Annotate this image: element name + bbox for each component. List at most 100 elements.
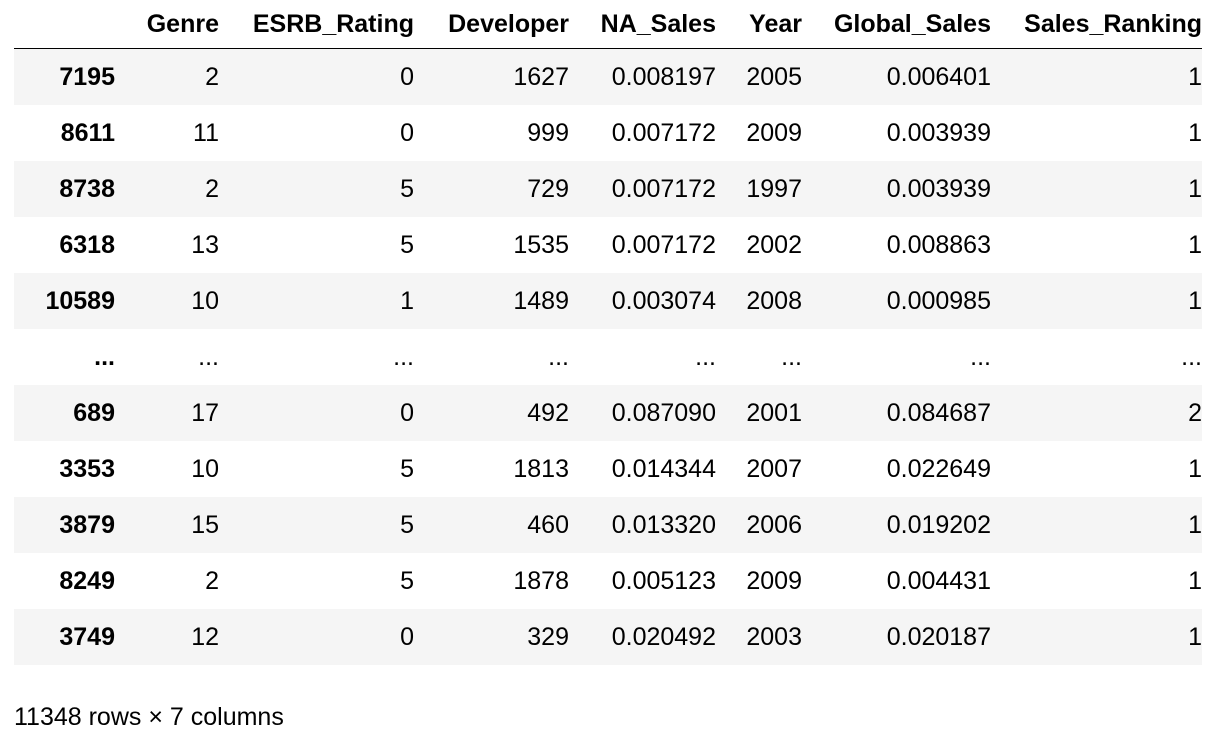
table-cell: 2 — [205, 566, 219, 595]
table-cell: 0.003939 — [886, 118, 991, 147]
header-row: Genre ESRB_Rating Developer NA_Sales Yea… — [14, 0, 1202, 49]
table-cell: 5 — [400, 230, 414, 259]
table-cell: ... — [198, 342, 219, 371]
table-row: 6318 13 5 1535 0.007172 2002 0.008863 1 — [14, 217, 1202, 273]
table-cell: ... — [393, 342, 414, 371]
table-cell: 329 — [527, 622, 569, 651]
table-cell: 2008 — [746, 286, 802, 315]
table-cell: 0.014344 — [611, 454, 716, 483]
table-cell: ... — [695, 342, 716, 371]
column-header-na-sales: NA_Sales — [569, 0, 716, 49]
table-cell: 2009 — [746, 118, 802, 147]
table-cell: 0.007172 — [611, 118, 716, 147]
table-cell: 15 — [191, 510, 219, 539]
column-header-developer: Developer — [414, 0, 569, 49]
row-index: 6318 — [59, 230, 115, 259]
table-cell: ... — [1181, 342, 1202, 371]
table-cell: 0.019202 — [886, 510, 991, 539]
table-cell: 0.008197 — [611, 62, 716, 91]
dataframe-output: Genre ESRB_Rating Developer NA_Sales Yea… — [14, 0, 1202, 665]
table-cell: 5 — [400, 454, 414, 483]
table-row: 7195 2 0 1627 0.008197 2005 0.006401 1 — [14, 48, 1202, 105]
table-cell: 2001 — [746, 398, 802, 427]
row-index: 8249 — [59, 566, 115, 595]
table-cell: 1 — [1188, 118, 1202, 147]
column-header-year: Year — [716, 0, 802, 49]
table-cell: 1 — [1188, 62, 1202, 91]
table-cell: 13 — [191, 230, 219, 259]
dataframe-shape-caption: 11348 rows × 7 columns — [14, 703, 284, 731]
table-cell: 1 — [1188, 622, 1202, 651]
column-header-genre: Genre — [115, 0, 219, 49]
table-cell: 460 — [527, 510, 569, 539]
table-cell: 1 — [1188, 286, 1202, 315]
table-cell: 0.005123 — [611, 566, 716, 595]
table-row: 689 17 0 492 0.087090 2001 0.084687 2 — [14, 385, 1202, 441]
table-cell: 17 — [191, 398, 219, 427]
table-cell: 2009 — [746, 566, 802, 595]
table-cell: 1 — [1188, 230, 1202, 259]
row-index: 8738 — [59, 174, 115, 203]
table-cell: 492 — [527, 398, 569, 427]
table-cell: 5 — [400, 510, 414, 539]
table-row: 8249 2 5 1878 0.005123 2009 0.004431 1 — [14, 553, 1202, 609]
table-cell: 0.087090 — [611, 398, 716, 427]
table-cell: 999 — [527, 118, 569, 147]
table-row: 8738 2 5 729 0.007172 1997 0.003939 1 — [14, 161, 1202, 217]
row-index: 3353 — [59, 454, 115, 483]
table-cell: 1535 — [513, 230, 569, 259]
table-cell: 1 — [1188, 174, 1202, 203]
table-cell: 2002 — [746, 230, 802, 259]
table-cell: 729 — [527, 174, 569, 203]
table-cell: 2 — [205, 62, 219, 91]
column-header-sales-ranking: Sales_Ranking — [991, 0, 1202, 49]
table-header: Genre ESRB_Rating Developer NA_Sales Yea… — [14, 0, 1202, 49]
table-cell: 0.008863 — [886, 230, 991, 259]
table-cell: 0.007172 — [611, 230, 716, 259]
table-row: 3749 12 0 329 0.020492 2003 0.020187 1 — [14, 609, 1202, 665]
table-cell: 2003 — [746, 622, 802, 651]
table-cell: 1489 — [513, 286, 569, 315]
table-cell: 2 — [1188, 398, 1202, 427]
table-cell: 0 — [400, 118, 414, 147]
table-cell: 2 — [205, 174, 219, 203]
table-row: 3353 10 5 1813 0.014344 2007 0.022649 1 — [14, 441, 1202, 497]
table-cell: 2006 — [746, 510, 802, 539]
table-cell: 2007 — [746, 454, 802, 483]
table-cell: 2005 — [746, 62, 802, 91]
table-cell: ... — [548, 342, 569, 371]
table-cell: 0 — [400, 398, 414, 427]
table-cell: 0 — [400, 622, 414, 651]
table-cell: 0 — [400, 62, 414, 91]
table-row: 8611 11 0 999 0.007172 2009 0.003939 1 — [14, 105, 1202, 161]
table-cell: 0.007172 — [611, 174, 716, 203]
table-cell: 1 — [1188, 510, 1202, 539]
table-cell: 0.006401 — [886, 62, 991, 91]
column-header-global-sales: Global_Sales — [802, 0, 991, 49]
table-cell: 10 — [191, 454, 219, 483]
dataframe-table: Genre ESRB_Rating Developer NA_Sales Yea… — [14, 0, 1202, 665]
row-index: 8611 — [60, 118, 115, 147]
table-cell: 1813 — [513, 454, 569, 483]
table-body: 7195 2 0 1627 0.008197 2005 0.006401 1 8611 11 0 99… — [14, 48, 1202, 665]
table-cell: 10 — [191, 286, 219, 315]
table-cell: ... — [781, 342, 802, 371]
table-cell: 0.004431 — [886, 566, 991, 595]
table-cell: 1627 — [513, 62, 569, 91]
table-cell: 1878 — [513, 566, 569, 595]
table-row: 10589 10 1 1489 0.003074 2008 0.000985 1 — [14, 273, 1202, 329]
table-cell: 0.000985 — [886, 286, 991, 315]
table-row: 3879 15 5 460 0.013320 2006 0.019202 1 — [14, 497, 1202, 553]
table-cell: 1 — [1188, 566, 1202, 595]
table-cell: ... — [970, 342, 991, 371]
ellipsis-row: ........................ — [14, 329, 1202, 385]
row-index: 3879 — [59, 510, 115, 539]
table-cell: 5 — [400, 566, 414, 595]
row-index: 7195 — [59, 62, 115, 91]
table-cell: 5 — [400, 174, 414, 203]
table-cell: 0.020187 — [886, 622, 991, 651]
table-cell: 11 — [193, 118, 219, 147]
table-cell: 0.020492 — [611, 622, 716, 651]
table-cell: 0.003074 — [611, 286, 716, 315]
row-index: 10589 — [45, 286, 115, 315]
